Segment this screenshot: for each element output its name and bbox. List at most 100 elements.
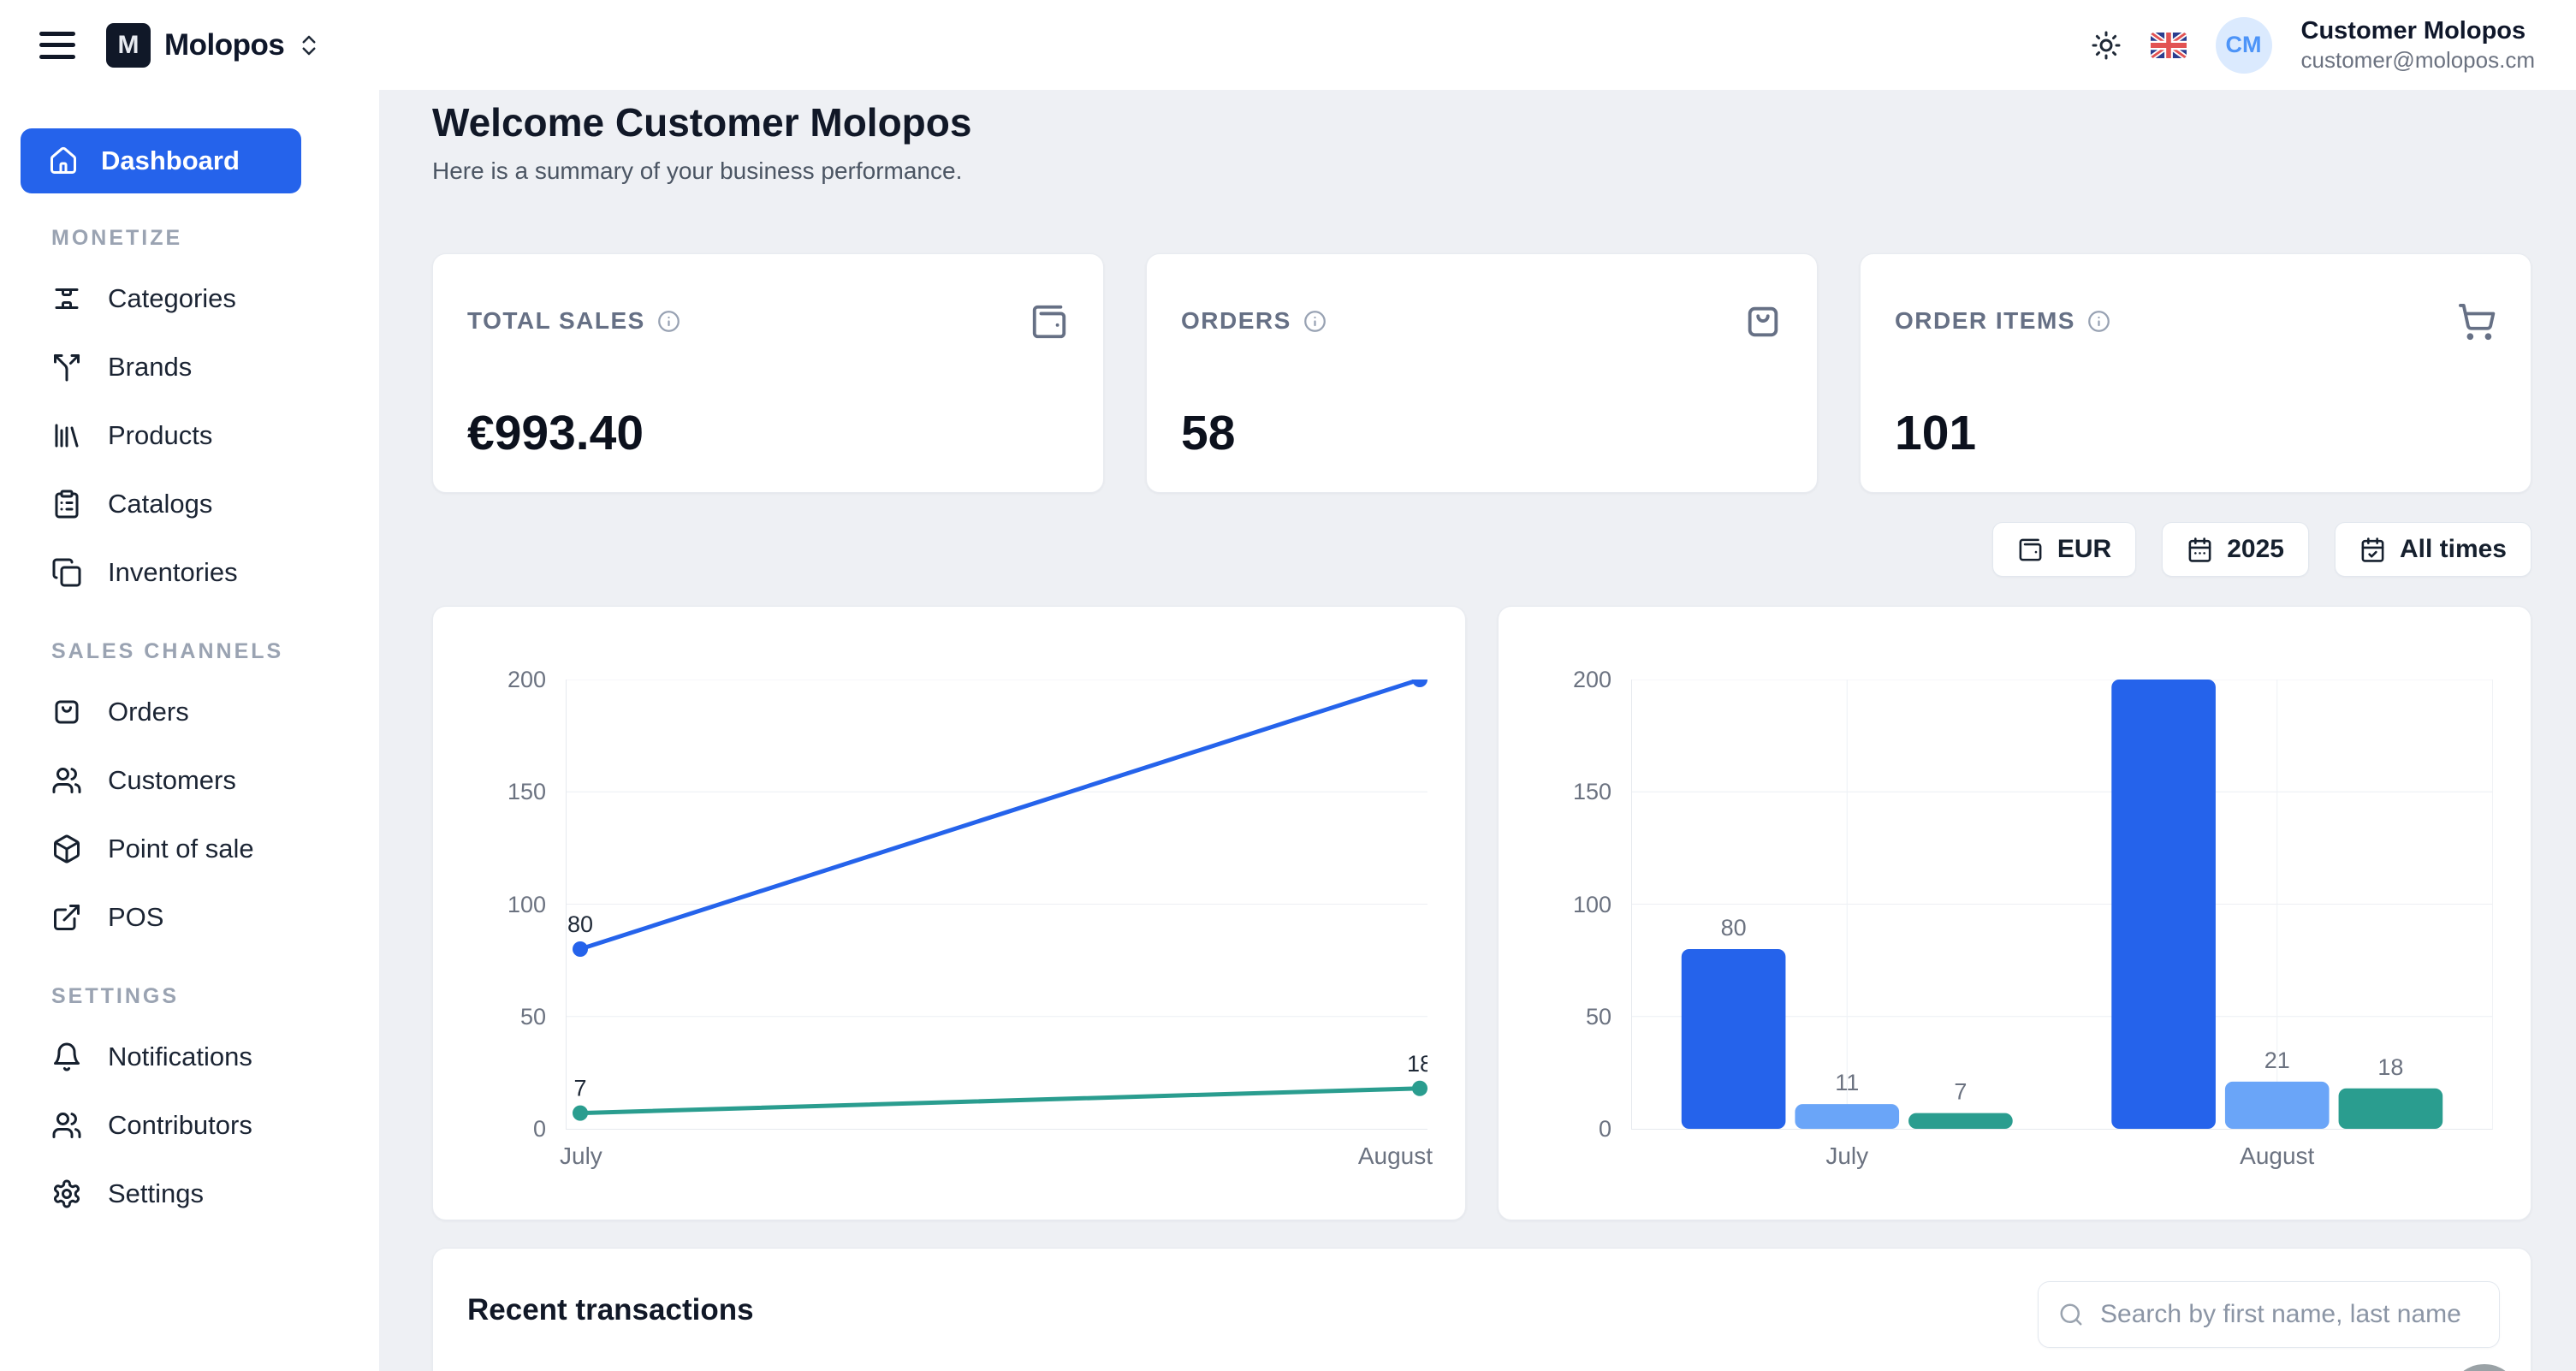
bar — [2338, 1088, 2443, 1129]
recent-transactions-title: Recent transactions — [467, 1293, 754, 1326]
sidebar-item-customers[interactable]: Customers — [21, 746, 359, 815]
sun-icon[interactable] — [2091, 30, 2122, 61]
stat-label: TOTAL SALES — [467, 307, 645, 334]
info-icon[interactable] — [1303, 310, 1327, 333]
y-axis-tick: 50 — [1585, 1003, 1611, 1030]
y-axis-tick: 100 — [507, 891, 546, 917]
stat-value: 58 — [1181, 406, 1236, 460]
sidebar-item-products[interactable]: Products — [21, 401, 359, 470]
bar-value-label: 11 — [1835, 1070, 1859, 1095]
user-menu[interactable]: Customer Molopos customer@molopos.cm — [2301, 15, 2535, 74]
line-chart-card: 80200718050100150200JulyAugust — [432, 606, 1466, 1220]
sidebar-item-orders[interactable]: Orders — [21, 678, 359, 746]
chevrons-up-down-icon[interactable] — [296, 33, 322, 58]
info-icon[interactable] — [2087, 310, 2110, 333]
sidebar-item-label: Catalogs — [108, 489, 213, 519]
x-axis-label: August — [2240, 1142, 2315, 1169]
sidebar-section-sales-channels: SALES CHANNELS — [51, 639, 284, 663]
search-icon — [2058, 1302, 2084, 1327]
bar-value-label: 21 — [2264, 1048, 2290, 1073]
y-axis-tick: 150 — [507, 779, 546, 805]
currency-filter-button[interactable]: EUR — [1991, 522, 2137, 577]
shopping-bag-icon — [51, 697, 82, 727]
bar-chart-card: 801172002118050100150200JulyAugust — [1498, 606, 2531, 1220]
sidebar-item-label: Point of sale — [108, 834, 254, 864]
chart-canvas: 801172002118 — [1632, 680, 2492, 1129]
sidebar-item-brands[interactable]: Brands — [21, 333, 359, 401]
avatar[interactable]: CM — [2215, 16, 2272, 74]
y-axis-tick: 0 — [1598, 1116, 1611, 1142]
sidebar-item-label: Customers — [108, 765, 236, 795]
page-title: Welcome Customer Molopos — [432, 100, 972, 145]
sidebar-item-settings[interactable]: Settings — [21, 1160, 359, 1228]
menu-button[interactable] — [39, 31, 75, 59]
brand-name: Molopos — [164, 27, 285, 62]
line-series — [578, 1086, 1422, 1116]
top-header: M Molopos CM Customer Molopos customer@m… — [0, 0, 2576, 90]
info-icon[interactable] — [657, 310, 680, 333]
sidebar-item-categories[interactable]: Categories — [21, 264, 359, 333]
sidebar-section-monetize: MONETIZE — [51, 226, 183, 250]
sidebar-item-pos[interactable]: POS — [21, 883, 359, 952]
uk-flag-icon[interactable] — [2150, 32, 2187, 59]
page-subtitle: Here is a summary of your business perfo… — [432, 157, 963, 184]
stats-row: TOTAL SALES €993.40 ORDERS 58 ORDER ITEM… — [432, 253, 2531, 493]
brand-logo[interactable]: M — [106, 22, 151, 68]
y-axis-tick: 0 — [532, 1116, 546, 1142]
line-chart-plot: 80200718050100150200JulyAugust — [507, 668, 1433, 1169]
categories-icon — [51, 283, 82, 314]
y-axis-tick: 50 — [519, 1003, 546, 1030]
sidebar-item-label: Contributors — [108, 1110, 252, 1140]
time-range-filter-button[interactable]: All times — [2334, 522, 2531, 577]
sidebar-item-label: Inventories — [108, 557, 238, 587]
data-point — [1412, 680, 1427, 687]
bar — [2224, 1081, 2330, 1129]
sidebar-item-label: Products — [108, 420, 213, 450]
search-input[interactable] — [2038, 1281, 2500, 1348]
stat-value: €993.40 — [467, 406, 644, 460]
bar-chart-plot: 801172002118050100150200JulyAugust — [1573, 668, 2493, 1169]
y-axis-tick: 200 — [507, 667, 546, 692]
gear-icon — [51, 1178, 82, 1209]
user-email: customer@molopos.cm — [2300, 47, 2535, 74]
wallet-icon — [1030, 302, 1069, 341]
stat-card-orders: ORDERS 58 — [1146, 253, 1818, 493]
year-filter-button[interactable]: 2025 — [2162, 522, 2309, 577]
filter-label: 2025 — [2227, 535, 2284, 563]
data-point — [573, 1105, 588, 1121]
sidebar-item-point-of-sale[interactable]: Point of sale — [21, 815, 359, 883]
header-left: M Molopos — [0, 22, 322, 68]
data-point — [1412, 1080, 1427, 1096]
clipboard-list-icon — [51, 489, 82, 519]
wallet-icon — [2017, 537, 2044, 563]
y-axis-tick: 150 — [1572, 779, 1611, 805]
filter-label: EUR — [2057, 535, 2112, 563]
point-value-label: 7 — [573, 1076, 586, 1101]
shopping-bag-icon — [1743, 302, 1783, 341]
calendar-check-icon — [2359, 537, 2386, 563]
header-right: CM Customer Molopos customer@molopos.cm — [2091, 15, 2576, 74]
data-point — [573, 941, 588, 957]
filters-row: EUR 2025 All times — [432, 522, 2531, 577]
sidebar-item-label: Dashboard — [101, 145, 240, 175]
bell-icon — [51, 1042, 82, 1072]
sidebar-item-notifications[interactable]: Notifications — [21, 1023, 359, 1091]
sidebar-item-inventories[interactable]: Inventories — [21, 538, 359, 607]
point-value-label: 80 — [567, 911, 593, 937]
users-icon — [51, 1110, 82, 1141]
charts-row: 80 200 7 18 0 50 100 150 200 July August 801172002… — [432, 606, 2531, 1220]
sidebar-item-dashboard[interactable]: Dashboard — [21, 128, 301, 193]
sidebar-item-catalogs[interactable]: Catalogs — [21, 470, 359, 538]
floating-button[interactable] — [2448, 1364, 2520, 1371]
sidebar-item-label: Settings — [108, 1178, 205, 1208]
x-axis-label: July — [1825, 1142, 1869, 1169]
bar — [2111, 680, 2216, 1129]
stat-value: 101 — [1895, 406, 1977, 460]
main-content: Welcome Customer Molopos Here is a summa… — [379, 90, 2576, 1371]
sidebar-item-contributors[interactable]: Contributors — [21, 1091, 359, 1160]
recent-transactions-card: Recent transactions — [432, 1248, 2531, 1371]
y-axis-tick: 200 — [1572, 667, 1611, 692]
sidebar-item-label: Brands — [108, 352, 193, 382]
stat-label: ORDER ITEMS — [1895, 307, 2075, 334]
point-value-label: 18 — [1407, 1051, 1427, 1077]
